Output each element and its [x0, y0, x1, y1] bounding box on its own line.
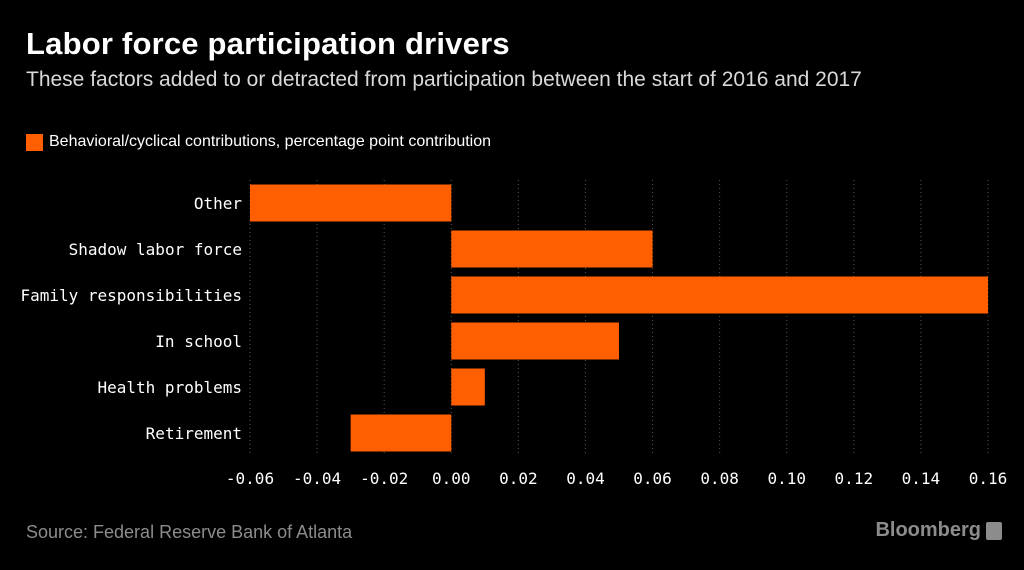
x-tick-label: 0.06 — [633, 469, 672, 488]
x-tick-label: 0.10 — [767, 469, 806, 488]
x-tick-label: 0.04 — [566, 469, 605, 488]
category-label: Shadow labor force — [69, 240, 242, 259]
x-tick-label: -0.02 — [360, 469, 408, 488]
legend: Behavioral/cyclical contributions, perce… — [26, 133, 491, 151]
x-tick-label: -0.06 — [226, 469, 274, 488]
bar — [451, 276, 989, 314]
category-label: Health problems — [98, 378, 243, 397]
x-tick-label: 0.12 — [835, 469, 874, 488]
category-label: Other — [194, 194, 243, 213]
x-tick-label: 0.14 — [902, 469, 941, 488]
legend-label: Behavioral/cyclical contributions, perce… — [49, 133, 492, 150]
brand-name: Bloomberg — [875, 519, 981, 541]
category-label: Family responsibilities — [20, 286, 242, 305]
bar — [250, 184, 452, 222]
legend-swatch — [26, 133, 43, 151]
bloomberg-chart-icon — [986, 521, 1002, 540]
bar — [451, 322, 619, 360]
bar — [350, 414, 452, 452]
x-tick-label: 0.16 — [969, 469, 1008, 488]
x-tick-label: 0.00 — [432, 469, 471, 488]
x-tick-label: 0.08 — [700, 469, 739, 488]
chart-subtitle: These factors added to or detracted from… — [26, 68, 862, 91]
category-label: In school — [155, 332, 242, 351]
category-label: Retirement — [146, 424, 242, 443]
x-tick-label: -0.04 — [293, 469, 341, 488]
bar — [451, 230, 653, 268]
x-tick-label: 0.02 — [499, 469, 538, 488]
bar — [451, 368, 485, 406]
source-note: Source: Federal Reserve Bank of Atlanta — [26, 522, 353, 542]
brand-logo: Bloomberg — [875, 519, 1002, 542]
chart-title: Labor force participation drivers — [26, 26, 510, 61]
